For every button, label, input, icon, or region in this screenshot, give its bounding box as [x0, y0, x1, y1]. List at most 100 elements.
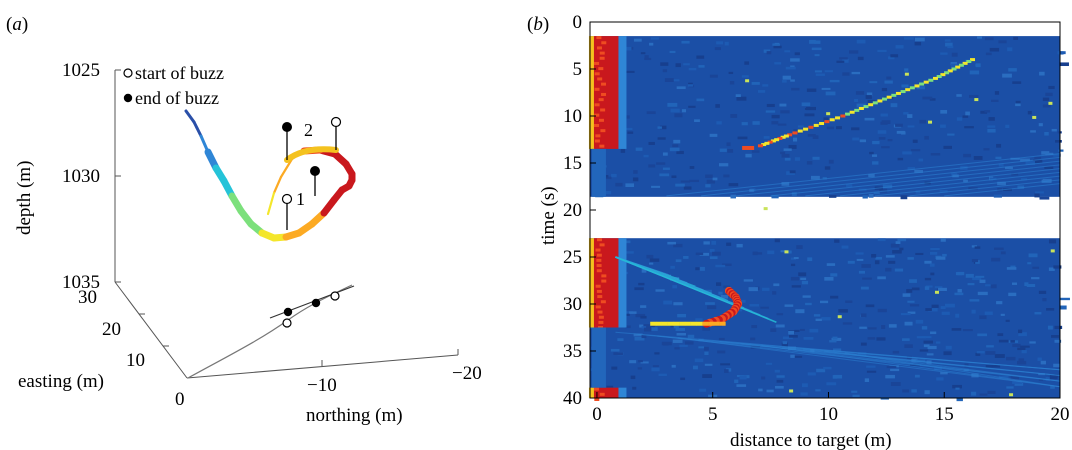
heatmap-cell [681, 109, 687, 113]
heatmap-cell [1051, 128, 1057, 132]
heatmap-cell [676, 86, 686, 90]
heatmap-cell [974, 246, 981, 249]
heatmap-cell [890, 382, 901, 386]
heatmap-cell [890, 103, 898, 108]
heatmap-cell [634, 336, 645, 341]
heatmap-cell [995, 156, 1002, 160]
y-tick-label: 0 [573, 12, 583, 33]
heatmap-cell [833, 348, 842, 352]
heatmap-cell [856, 39, 866, 44]
heatmap-cell [864, 378, 870, 383]
return-column-texture [598, 320, 604, 324]
heatmap-cell [706, 179, 716, 184]
heatmap-cell [640, 315, 647, 319]
heatmap-cell [1039, 71, 1045, 76]
echo-track-1-cell [909, 86, 915, 90]
heatmap-cell [1018, 358, 1025, 362]
heatmap-cell [836, 60, 845, 63]
heatmap-cell [774, 369, 780, 373]
heatmap-cell [925, 308, 932, 311]
heatmap-cell [1055, 140, 1062, 143]
heatmap-cell [900, 195, 908, 200]
heatmap-cell [698, 346, 705, 349]
heatmap-cell [856, 103, 866, 108]
heatmap-cell [934, 286, 943, 289]
heatmap-cell [699, 252, 710, 256]
heatmap-cell [673, 302, 683, 306]
heatmap: 0 5 10 15 20 25 30 35 40 0 5 10 15 20 [563, 12, 1070, 425]
heatmap-cell [810, 175, 820, 180]
echo-track-1-cell [854, 108, 860, 112]
heatmap-cell [795, 309, 805, 314]
heatmap-cell [625, 115, 630, 119]
heatmap-cell [919, 349, 929, 352]
heatmap-cell [888, 260, 896, 264]
heatmap-cell [815, 73, 825, 76]
heatmap-cell [915, 319, 924, 324]
reverberation-line [874, 175, 1061, 197]
heatmap-cell [939, 189, 948, 193]
echo-track-1-cell [803, 127, 809, 131]
heatmap-cell [1006, 356, 1016, 361]
heatmap-cell [730, 194, 736, 199]
heatmap-cell [667, 241, 676, 245]
heatmap-cell [807, 257, 813, 262]
echo-track-1-cell [970, 58, 976, 62]
heatmap-cell [838, 309, 848, 313]
heatmap-cell [782, 80, 787, 83]
heatmap-cell [688, 67, 697, 71]
heatmap-cell [867, 99, 876, 104]
heatmap-cell [683, 186, 692, 190]
heatmap-cell [736, 96, 747, 101]
heatmap-cell [996, 143, 1002, 148]
heatmap-speck [904, 72, 909, 76]
heatmap-cell [1018, 332, 1027, 337]
heatmap-cell [914, 37, 925, 42]
heatmap-cell [646, 254, 654, 259]
heatmap-cell [790, 65, 795, 68]
heatmap-cell [696, 98, 705, 102]
heatmap-cell [672, 285, 678, 289]
heatmap-cell [834, 239, 840, 243]
heatmap-cell [880, 113, 888, 117]
heatmap-cell [864, 117, 875, 121]
return-column-texture [598, 315, 604, 319]
return-column-texture [594, 87, 600, 91]
heatmap-cell [803, 337, 814, 340]
heatmap-cell [754, 252, 763, 255]
heatmap-cell [943, 351, 952, 356]
heatmap-cell [797, 125, 804, 128]
heatmap-cell [915, 252, 924, 256]
heatmap-cell [1053, 363, 1060, 368]
heatmap-cell [643, 154, 649, 158]
heatmap-cell [1010, 375, 1020, 380]
heatmap-cell [881, 120, 891, 124]
heatmap-cell [760, 306, 769, 309]
heatmap-cell [1038, 378, 1044, 381]
heatmap-cell [716, 41, 724, 45]
echo-track-2-tail [655, 321, 662, 326]
heatmap-cell [774, 62, 782, 65]
heatmap-cell [1008, 68, 1017, 72]
heatmap-cell [914, 41, 922, 46]
heatmap-cell [869, 151, 874, 155]
heatmap-cell [683, 255, 689, 259]
heatmap-cell [1030, 130, 1036, 133]
heatmap-cell [1000, 313, 1005, 316]
heatmap-cell [955, 387, 960, 390]
heatmap-cell [929, 263, 935, 267]
heatmap-cell [780, 250, 788, 253]
heatmap-cell [819, 300, 829, 304]
heatmap-cell [738, 299, 746, 303]
heatmap-cell [940, 124, 946, 128]
heatmap-cell [842, 72, 850, 76]
heatmap-cell [791, 87, 800, 91]
y-tick-label: 10 [126, 350, 145, 371]
echo-track-2-tail [719, 321, 726, 326]
heatmap-cell [804, 107, 811, 110]
heatmap-cell [790, 276, 800, 281]
heatmap-cell [947, 133, 955, 136]
echo-track-1-cell [767, 140, 773, 144]
heatmap-cell [771, 121, 779, 125]
heatmap-cell [924, 260, 932, 264]
